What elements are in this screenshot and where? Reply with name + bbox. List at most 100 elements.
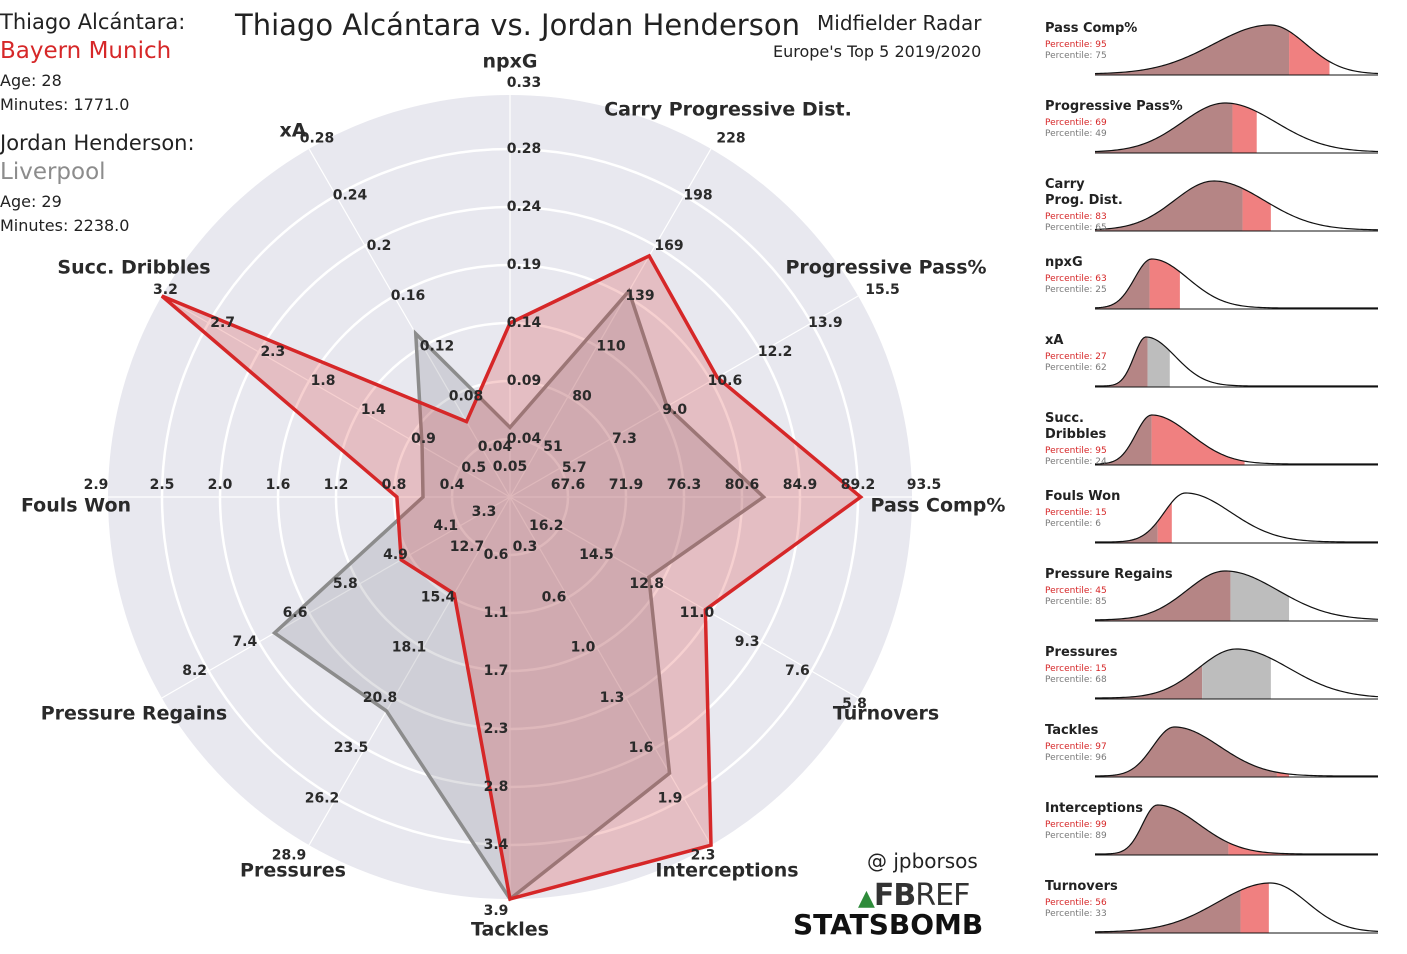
tick-label-7-3: 20.8 [363,690,398,706]
dist-p1-percentile-11: Percentile: 56 [1045,898,1107,908]
axis-label-6: Tackles [471,919,549,941]
tick-label-1-2: 110 [596,338,625,354]
tick-label-5-5: 1.9 [658,790,683,806]
tick-label-2-1: 7.3 [612,431,637,447]
tick-label-6-1: 1.1 [484,605,509,621]
axis-label-0: npxG [483,51,538,73]
dist-label-3: npxG [1045,255,1083,270]
dist-overlap-1 [1095,103,1233,153]
tick-label-10-5: 2.7 [210,315,235,331]
tick-label-4-1: 14.5 [579,547,614,563]
tick-label-2-4: 12.2 [758,344,793,360]
tick-label-7-2: 18.1 [392,640,427,656]
dist-extra-7 [1230,571,1290,621]
tick-label-6-2: 1.7 [484,663,509,679]
tick-label-9-6: 2.9 [84,477,109,493]
tick-label-10-0: 0.5 [461,460,486,476]
axis-label-8: Pressure Regains [41,703,227,725]
statsbomb-logo: STATSBOMB [793,908,984,941]
tick-label-0-0: 0.04 [507,431,542,447]
tick-label-11-2: 0.12 [420,338,455,354]
tick-label-9-3: 1.6 [266,477,291,493]
chart-title: Thiago Alcántara vs. Jordan Henderson [235,8,800,42]
tick-label-1-4: 169 [654,238,683,254]
tick-label-3-1: 71.9 [609,477,644,493]
tick-label-0-5: 0.28 [507,141,542,157]
tick-label-11-4: 0.2 [367,238,392,254]
tick-label-3-3: 80.6 [725,477,760,493]
dist-curve-5 [1094,414,1378,465]
player1-club: Bayern Munich [0,38,172,64]
tick-label-5-6: 2.3 [691,848,716,864]
dist-label-9: Tackles [1045,723,1099,738]
dist-label-5-0: Succ. [1045,411,1084,426]
dist-extra-2 [1242,188,1271,231]
dist-overlap-4 [1095,337,1148,387]
radar-chart: 0.04 0.09 0.14 0.19 0.24 0.28 0.33 0.05 51 80 110 1… [21,51,1006,941]
tick-label-1-5: 198 [683,188,712,204]
dist-overlap-2 [1095,181,1243,231]
tick-label-0-3: 0.19 [507,257,542,273]
radar-series-player1 [160,253,864,902]
axis-label-5: Interceptions [655,860,798,882]
dist-overlap-0 [1095,25,1290,75]
dist-p2-percentile-8: Percentile: 68 [1045,675,1107,685]
dist-p1-percentile-8: Percentile: 15 [1045,664,1107,674]
tick-label-7-1: 15.4 [421,589,456,605]
dist-label-1: Progressive Pass% [1045,99,1183,114]
tick-label-10-2: 1.4 [361,402,386,418]
tick-label-5-2: 1.0 [571,640,596,656]
dist-p1-percentile-5: Percentile: 95 [1045,446,1107,456]
dist-p1-percentile-3: Percentile: 63 [1045,274,1107,284]
dist-p2-percentile-2: Percentile: 65 [1045,223,1107,233]
tick-label-8-5: 8.2 [182,663,207,679]
tick-label-10-1: 0.9 [411,431,436,447]
dist-overlap-8 [1095,665,1203,699]
tick-label-2-6: 15.5 [865,282,900,298]
fbref-logo-a: FB [873,878,916,913]
radar-spoke-10 [161,295,511,498]
radar-spoke-1 [509,148,712,498]
dist-extra-8 [1202,649,1271,699]
tick-label-4-3: 11.0 [680,605,715,621]
dist-curve-3 [1094,258,1378,309]
tick-label-8-4: 7.4 [232,634,257,650]
radar-spoke-2 [509,295,859,498]
player2-club: Liverpool [0,159,106,185]
dist-label-7: Pressure Regains [1045,567,1173,582]
tick-label-9-2: 1.2 [324,477,349,493]
dist-extra-10 [1228,842,1344,855]
tick-label-8-0: 4.1 [433,518,458,534]
dist-overlap-6 [1095,521,1158,543]
fbref-logo: ▲FBREF [858,878,970,913]
player2-age: Age: 29 [0,192,62,211]
dist-p1-percentile-9: Percentile: 97 [1045,742,1107,752]
dist-p2-percentile-10: Percentile: 89 [1045,831,1107,841]
tick-label-1-6: 228 [716,130,745,146]
tick-label-2-2: 9.0 [662,402,687,418]
dist-extra-0 [1289,31,1330,75]
dist-overlap-10 [1095,805,1229,855]
axis-label-11: xA [280,120,307,142]
dist-p2-percentile-9: Percentile: 96 [1045,753,1107,763]
axis-label-4: Turnovers [833,703,939,725]
tick-label-11-5: 0.24 [333,188,368,204]
dist-p2-percentile-3: Percentile: 25 [1045,285,1107,295]
tick-label-4-5: 7.6 [785,663,810,679]
dist-curve-7 [1094,570,1379,621]
tick-label-6-0: 0.6 [484,547,509,563]
tick-label-7-5: 26.2 [305,790,340,806]
tick-label-2-0: 5.7 [562,460,587,476]
tick-label-10-4: 2.3 [260,344,285,360]
tick-label-6-5: 3.4 [484,837,509,853]
dist-p2-percentile-6: Percentile: 6 [1045,519,1101,529]
player1-name: Thiago Alcántara: [0,10,186,34]
dist-label-5-1: Dribbles [1045,427,1107,442]
dist-label-4: xA [1045,333,1063,348]
dist-p1-percentile-0: Percentile: 95 [1045,40,1107,50]
tick-label-4-0: 16.2 [529,518,564,534]
tick-label-9-5: 2.5 [150,477,175,493]
tick-label-0-6: 0.33 [507,75,542,91]
radar-spoke-7 [308,496,511,846]
dist-curve-4 [1094,336,1378,387]
